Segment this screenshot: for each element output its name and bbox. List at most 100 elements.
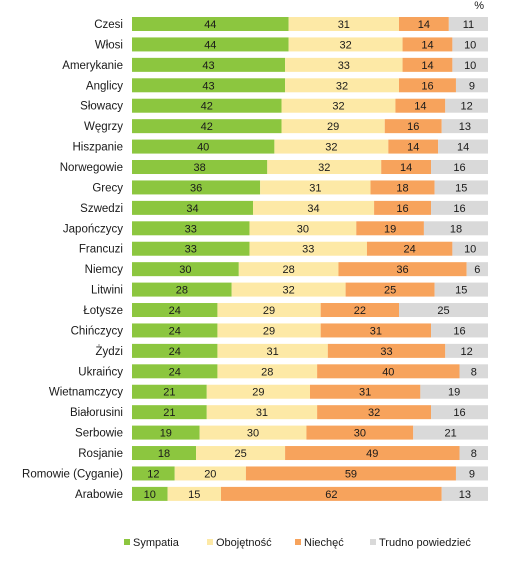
- bar-row: Żydzi 24 31 33 12: [96, 343, 488, 358]
- bar-segment: [438, 139, 488, 154]
- bar-row: Czesi 44 31 14 11: [94, 17, 488, 31]
- category-label: Szwedzi: [80, 203, 123, 215]
- data-label: 24: [169, 346, 181, 358]
- data-label: 42: [201, 101, 213, 113]
- data-label: 19: [160, 428, 172, 440]
- data-label: 19: [448, 387, 460, 399]
- data-label: 6: [474, 264, 480, 276]
- data-label: 33: [338, 60, 350, 72]
- data-label: 25: [437, 305, 449, 317]
- data-label: 43: [202, 60, 214, 72]
- bar-segment: [217, 323, 321, 338]
- bar-segment: [167, 486, 221, 501]
- category-label: Anglicy: [86, 80, 123, 92]
- bar-segment: [132, 98, 282, 113]
- bar-row: Romowie (Cyganie) 12 20 59 9: [22, 466, 488, 481]
- data-label: 31: [256, 407, 268, 419]
- data-label: 24: [169, 325, 181, 337]
- bar-segment: [431, 200, 488, 215]
- bar-row: Arabowie 10 15 62 13: [75, 486, 488, 501]
- bar-segment: [253, 200, 375, 215]
- data-label: 18: [450, 223, 462, 235]
- category-label: Serbowie: [75, 428, 123, 440]
- bar-segment: [455, 466, 488, 481]
- bar-segment: [132, 466, 175, 481]
- legend-label: Obojętność: [216, 537, 272, 549]
- bar-segment: [132, 486, 168, 501]
- bar-segment: [281, 98, 396, 113]
- bar-segment: [231, 282, 346, 297]
- data-label: 34: [186, 203, 198, 215]
- bar-segment: [132, 119, 282, 134]
- bar-segment: [267, 160, 382, 175]
- data-label: 14: [414, 101, 426, 113]
- bar-segment: [374, 200, 432, 215]
- bar-segment: [132, 303, 218, 318]
- data-label: 16: [453, 325, 465, 337]
- bar-segment: [132, 262, 239, 277]
- data-label: 14: [400, 162, 412, 174]
- legend: Sympatia Obojętność Niechęć Trudno powiedzi…: [124, 537, 471, 549]
- bar-segment: [132, 17, 289, 31]
- data-label: 21: [163, 407, 175, 419]
- data-label: 16: [453, 407, 465, 419]
- data-label: 15: [455, 285, 467, 297]
- bar-segment: [345, 282, 435, 297]
- bar-segment: [388, 139, 439, 154]
- data-label: 28: [261, 366, 273, 378]
- data-label: 30: [247, 428, 259, 440]
- category-label: Żydzi: [96, 345, 123, 358]
- bar-segment: [132, 57, 286, 72]
- data-label: 16: [453, 162, 465, 174]
- bar-segment: [366, 241, 453, 256]
- bar-segment: [320, 323, 432, 338]
- data-label: 12: [461, 346, 473, 358]
- bar-segment: [448, 17, 488, 31]
- category-label: Amerykanie: [62, 60, 123, 72]
- data-label: 20: [204, 468, 216, 480]
- data-label: 18: [396, 182, 408, 194]
- bar-segment: [132, 180, 261, 195]
- bar-segment: [459, 364, 488, 379]
- bar-segment: [434, 180, 488, 195]
- data-label: 21: [163, 387, 175, 399]
- bar-segment: [399, 78, 456, 93]
- category-label: Litwini: [91, 285, 123, 297]
- bar-segment: [431, 323, 488, 338]
- bar-segment: [455, 78, 488, 93]
- bar-segment: [399, 303, 488, 318]
- bar-segment: [399, 17, 449, 31]
- bar-segment: [217, 303, 321, 318]
- bar-row: Łotysze 24 29 22 25: [83, 303, 488, 318]
- bar-segment: [206, 405, 318, 420]
- data-label: 30: [179, 264, 191, 276]
- data-label: 32: [332, 101, 344, 113]
- bar-segment: [356, 221, 424, 236]
- bar-segment: [306, 425, 414, 440]
- bar-segment: [132, 200, 254, 215]
- data-label: 14: [421, 39, 433, 51]
- category-label: Czesi: [94, 19, 123, 31]
- bar-segment: [288, 17, 399, 31]
- bar-segment: [423, 221, 488, 236]
- data-label: 12: [461, 101, 473, 113]
- bar-row: Francuzi 33 33 24 10: [79, 241, 488, 256]
- bar-segment: [381, 160, 432, 175]
- bar-segment: [132, 37, 289, 52]
- bar-row: Amerykanie 43 33 14 10: [62, 57, 488, 72]
- data-label: 32: [318, 162, 330, 174]
- bar-segment: [132, 323, 218, 338]
- bar-segment: [317, 364, 460, 379]
- data-label: 16: [407, 121, 419, 133]
- data-label: 33: [185, 223, 197, 235]
- bar-segment: [413, 425, 488, 440]
- bar-segment: [441, 119, 488, 134]
- bar-row: Niemcy 30 28 36 6: [85, 262, 488, 277]
- bar-row: Słowacy 42 32 14 12: [80, 98, 488, 113]
- data-label: 43: [202, 80, 214, 92]
- data-label: 31: [338, 19, 350, 31]
- bar-segment: [320, 303, 399, 318]
- data-label: 32: [368, 407, 380, 419]
- bar-segment: [441, 486, 488, 501]
- bar-segment: [310, 384, 421, 399]
